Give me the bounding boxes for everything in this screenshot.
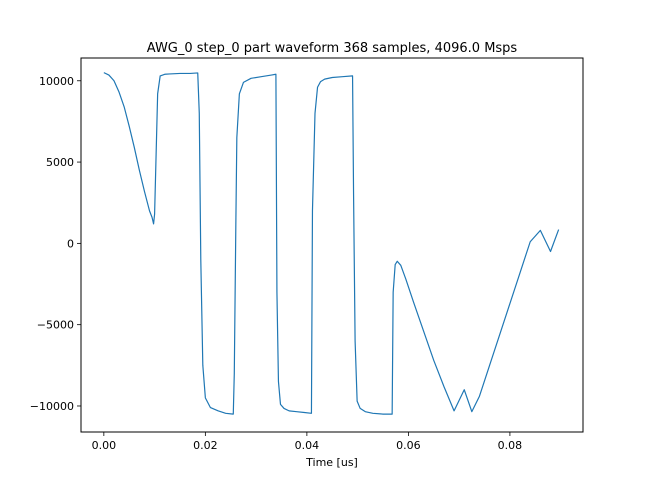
x-axis-label: Time [us] <box>305 456 358 469</box>
plot-frame <box>80 57 584 433</box>
chart-title: AWG_0 step_0 part waveform 368 samples, … <box>147 41 518 56</box>
x-tick-label: 0.08 <box>498 439 523 452</box>
y-tick-label: 0 <box>67 237 74 250</box>
x-axis-ticks: 0.00 0.02 0.04 0.06 0.08 <box>92 432 523 452</box>
y-tick-label: 5000 <box>46 156 74 169</box>
y-tick-label: −10000 <box>30 400 74 413</box>
y-tick-label: 10000 <box>39 75 74 88</box>
y-tick-label: −5000 <box>37 319 74 332</box>
waveform-line <box>103 72 560 415</box>
x-tick-label: 0.04 <box>295 439 320 452</box>
x-tick-label: 0.06 <box>396 439 421 452</box>
x-tick-label: 0.00 <box>92 439 117 452</box>
x-tick-label: 0.02 <box>193 439 218 452</box>
y-axis-ticks: 10000 5000 0 −5000 −10000 <box>30 75 81 413</box>
